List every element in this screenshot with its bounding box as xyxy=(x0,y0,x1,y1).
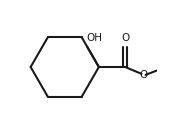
Text: O: O xyxy=(139,70,148,80)
Text: OH: OH xyxy=(86,33,102,43)
Text: O: O xyxy=(121,33,129,43)
